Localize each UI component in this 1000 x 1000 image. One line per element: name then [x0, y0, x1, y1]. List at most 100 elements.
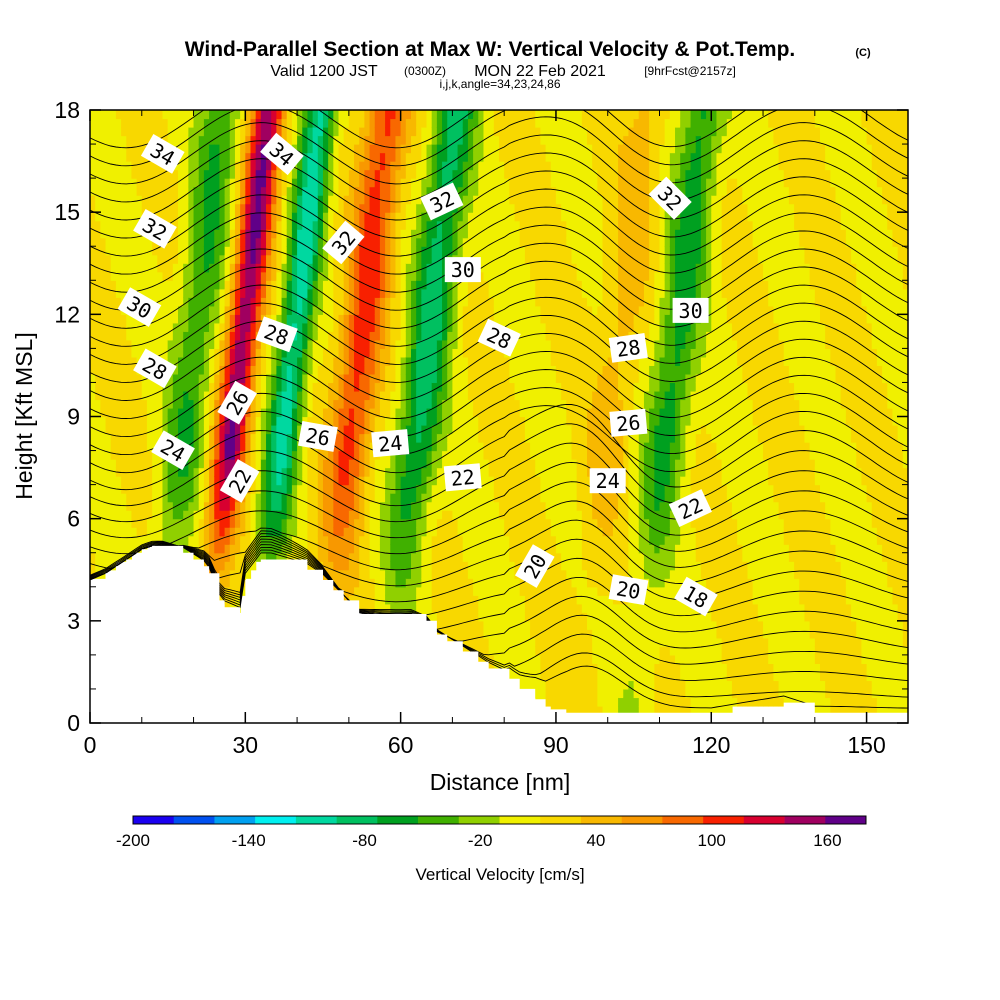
velocity-cell [369, 237, 376, 247]
velocity-cell [281, 544, 288, 554]
velocity-cell [493, 535, 500, 545]
velocity-cell [447, 629, 454, 639]
velocity-cell [281, 373, 288, 384]
velocity-cell [447, 535, 454, 545]
velocity-cell [333, 399, 340, 409]
velocity-cell [183, 399, 189, 409]
velocity-cell [152, 390, 158, 401]
velocity-cell [110, 118, 117, 128]
velocity-cell [203, 356, 210, 367]
velocity-cell [514, 297, 521, 307]
velocity-cell [312, 535, 319, 545]
velocity-cell [395, 169, 402, 179]
velocity-cell [509, 442, 516, 452]
velocity-cell [229, 237, 236, 247]
velocity-cell [364, 297, 371, 307]
velocity-cell [136, 407, 143, 418]
velocity-cell [157, 212, 164, 222]
velocity-cell [405, 433, 412, 443]
velocity-cell [219, 348, 226, 358]
velocity-cell [229, 110, 236, 120]
velocity-cell [271, 237, 277, 247]
velocity-cell [188, 152, 195, 162]
velocity-cell [410, 535, 417, 545]
velocity-cell [514, 442, 521, 452]
velocity-cell [188, 425, 195, 435]
velocity-cell [115, 450, 122, 460]
velocity-cell [369, 552, 376, 562]
velocity-cell [426, 484, 433, 494]
velocity-cell [338, 416, 345, 426]
velocity-cell [524, 407, 531, 418]
velocity-cell [291, 442, 298, 452]
velocity-cell [250, 561, 257, 571]
velocity-cell [255, 390, 262, 401]
velocity-cell [136, 169, 143, 179]
velocity-cell [436, 229, 443, 239]
velocity-cell [297, 425, 303, 435]
velocity-cell [462, 118, 469, 128]
velocity-cell [343, 110, 350, 120]
velocity-cell [152, 322, 158, 332]
velocity-cell [286, 399, 293, 409]
velocity-cell [141, 527, 148, 537]
velocity-cell [126, 348, 133, 358]
velocity-cell [105, 552, 112, 562]
velocity-cell [436, 314, 443, 324]
velocity-cell [359, 510, 365, 520]
velocity-cell [519, 280, 526, 290]
velocity-cell [312, 382, 319, 392]
velocity-cell [245, 501, 252, 511]
velocity-cell [499, 654, 505, 664]
velocity-cell [369, 152, 376, 162]
velocity-cell [509, 280, 516, 290]
velocity-cell [395, 527, 402, 537]
velocity-cell [286, 442, 293, 452]
velocity-cell [535, 612, 542, 622]
velocity-cell [333, 450, 340, 460]
velocity-cell [322, 382, 329, 392]
velocity-cell [457, 459, 464, 469]
velocity-cell [152, 178, 158, 188]
velocity-cell [234, 297, 241, 307]
velocity-cell [410, 280, 417, 290]
velocity-cell [100, 416, 107, 426]
velocity-cell [110, 144, 117, 154]
velocity-cell [121, 356, 127, 367]
velocity-cell [519, 144, 526, 154]
velocity-cell [172, 135, 179, 145]
velocity-cell [530, 535, 536, 545]
velocity-cell [100, 212, 107, 222]
velocity-cell [514, 263, 521, 273]
velocity-cell [255, 407, 262, 418]
velocity-cell [416, 203, 422, 213]
velocity-cell [524, 459, 531, 469]
velocity-cell [146, 510, 153, 520]
velocity-cell [514, 178, 521, 188]
velocity-cell [493, 271, 500, 281]
velocity-cell [178, 271, 184, 281]
velocity-cell [240, 433, 246, 443]
velocity-cell [436, 331, 443, 341]
velocity-cell [224, 169, 231, 179]
velocity-cell [136, 433, 143, 443]
velocity-cell [369, 518, 376, 528]
velocity-cell [405, 305, 412, 315]
velocity-cell [385, 552, 391, 562]
velocity-cell [400, 552, 407, 562]
velocity-cell [136, 322, 143, 332]
velocity-cell [105, 220, 112, 230]
velocity-cell [514, 246, 521, 256]
velocity-cell [483, 246, 490, 256]
velocity-cell [276, 212, 283, 222]
velocity-cell [535, 535, 542, 545]
velocity-cell [436, 373, 443, 384]
velocity-cell [141, 433, 148, 443]
velocity-cell [234, 178, 241, 188]
velocity-cell [219, 433, 226, 443]
velocity-cell [359, 416, 365, 426]
velocity-cell [328, 169, 334, 179]
velocity-cell [266, 356, 272, 367]
velocity-cell [535, 493, 542, 503]
velocity-cell [136, 390, 143, 401]
